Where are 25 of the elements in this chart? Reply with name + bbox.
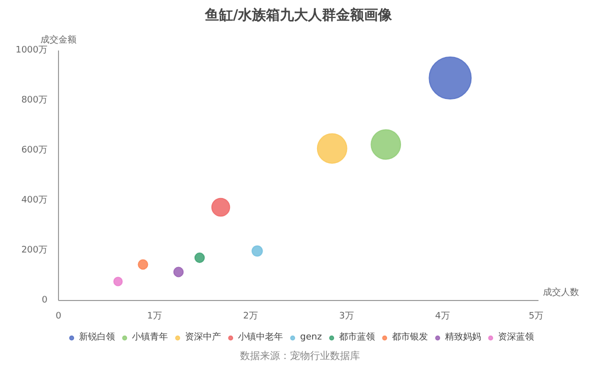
x-tick-label: 2万 [243, 312, 258, 322]
y-tick-label: 600万 [21, 146, 48, 156]
y-tick-label: 0 [42, 296, 48, 306]
source-note: 数据来源：宠物行业数据库 [240, 350, 360, 364]
legend-label: 资深中产 [185, 331, 222, 344]
y-tick-label: 800万 [21, 96, 48, 106]
chart-title: 鱼缸/水族箱九大人群金额画像 [204, 6, 394, 24]
x-tick-label: 3万 [339, 312, 354, 322]
x-tick-label: 1万 [147, 312, 162, 322]
legend-label: genz [300, 332, 322, 342]
y-tick-label: 400万 [21, 196, 48, 206]
legend-label: 新锐白领 [79, 331, 116, 344]
legend-label: 都市银发 [392, 331, 428, 344]
x-tick-label: 0 [56, 312, 62, 322]
legend-label: 小镇中老年 [238, 331, 284, 344]
x-tick-label: 4万 [435, 312, 450, 322]
y-axis-title: 成交金额 [40, 34, 76, 46]
y-tick-label: 200万 [21, 246, 48, 256]
x-tick-label: 5万 [528, 312, 544, 322]
legend-label: 都市蓝领 [338, 331, 375, 344]
legend-label: 资深蓝领 [498, 331, 534, 344]
legend-label: 精致妈妈 [444, 331, 481, 344]
y-tick-label: 1000万 [16, 46, 48, 56]
legend-label: 小镇青年 [132, 331, 168, 344]
x-axis-title: 成交人数 [543, 287, 579, 300]
